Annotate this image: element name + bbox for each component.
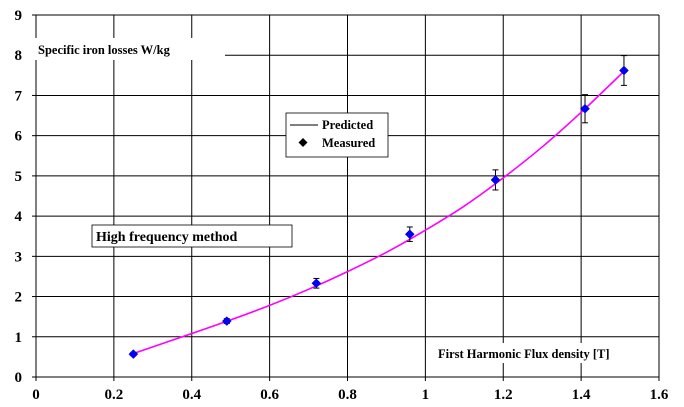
measured-diamond-marker: [619, 65, 629, 76]
x-tick-label: 0: [32, 387, 40, 403]
measured-diamond-marker: [311, 278, 322, 289]
xlabel: First Harmonic Flux density [T]: [438, 347, 610, 361]
measured-point: [221, 316, 232, 326]
y-tick-label: 1: [15, 330, 23, 346]
measured-point: [128, 349, 139, 359]
series: [128, 55, 629, 359]
y-tick-label: 2: [15, 290, 23, 306]
legend-diamond-marker: [298, 138, 308, 147]
y-tick-label: 6: [15, 129, 23, 145]
predicted-curve: [129, 70, 625, 356]
x-tick-label: 1.2: [494, 387, 513, 403]
measured-diamond-marker: [404, 229, 415, 240]
measured-diamond-marker: [580, 103, 590, 114]
x-tick-label: 0.8: [338, 387, 357, 403]
measured-point: [311, 277, 322, 289]
measured-diamond-marker: [128, 349, 139, 359]
tick-labels: 0 0.2 0.4 0.6 0.8 1 1.2 1.4 1.6 0 1 2 3 4 5 6 7 8 9: [15, 8, 669, 403]
measured-point: [490, 169, 501, 191]
y-tick-label: 0: [15, 370, 23, 386]
method-label: High frequency method: [96, 230, 238, 245]
measured-diamond-marker: [490, 175, 501, 185]
xlabel-annotation: First Harmonic Flux density [T]: [433, 343, 623, 363]
legend: Predicted Measured: [285, 112, 389, 158]
measured-point: [619, 55, 629, 86]
measured-diamond-marker: [221, 316, 232, 326]
ylabel: Specific iron losses W/kg: [38, 43, 171, 57]
y-tick-label: 3: [15, 249, 23, 265]
x-tick-label: 1: [422, 387, 430, 403]
measured-point: [404, 226, 415, 242]
x-tick-label: 0.2: [105, 387, 124, 403]
x-tick-label: 1.6: [650, 387, 669, 403]
method-annotation: High frequency method: [91, 224, 293, 248]
legend-entry-predicted: Predicted: [322, 118, 373, 132]
measured-point: [580, 94, 590, 124]
y-tick-label: 8: [15, 48, 23, 64]
x-tick-label: 0.4: [182, 387, 201, 403]
y-tick-label: 5: [15, 169, 23, 185]
x-tick-label: 0.6: [260, 387, 279, 403]
x-tick-label: 1.4: [572, 387, 591, 403]
legend-entry-measured: Measured: [322, 136, 375, 150]
grid: [32, 14, 660, 381]
y-tick-label: 4: [15, 209, 23, 225]
y-tick-label: 7: [15, 88, 23, 104]
y-tick-label: 9: [15, 8, 23, 24]
ylabel-annotation: Specific iron losses W/kg: [30, 38, 225, 60]
